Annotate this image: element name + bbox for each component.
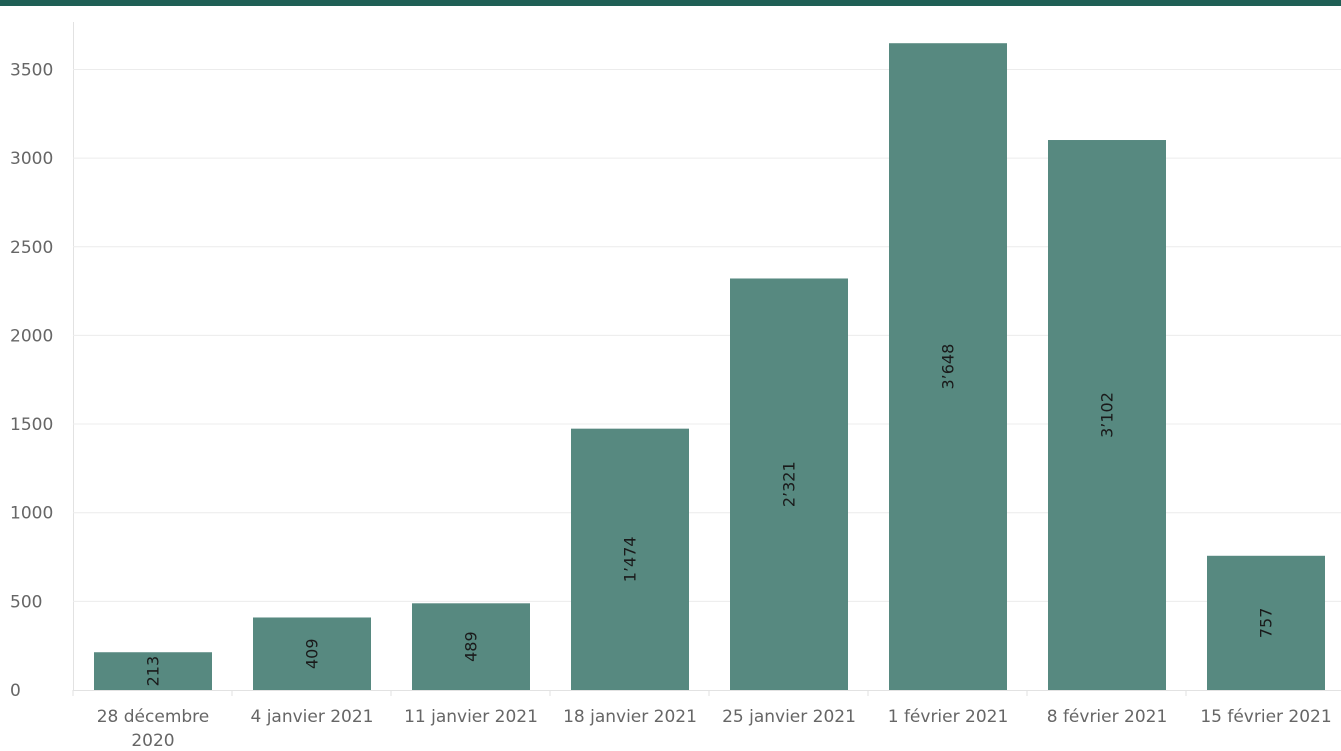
- y-tick-label: 1000: [10, 504, 53, 524]
- bar: [1048, 140, 1166, 691]
- bar: [571, 428, 689, 690]
- bar: [889, 43, 1007, 691]
- bar: [412, 603, 530, 690]
- bars: 213 409 489 1’474 2’321 3’648 3’102 757: [94, 43, 1325, 691]
- data-label: 213: [144, 656, 163, 687]
- data-label: 3’102: [1098, 392, 1117, 438]
- x-tick-label: 15 février 2021: [1200, 707, 1331, 727]
- x-tick-label: 28 décembre 2020: [97, 707, 210, 751]
- x-tick-label: 11 janvier 2021: [404, 707, 538, 727]
- data-label: 1’474: [621, 536, 640, 582]
- data-label: 2’321: [780, 461, 799, 507]
- x-tick-label: 25 janvier 2021: [722, 707, 856, 727]
- bar: [94, 652, 212, 690]
- y-axis-ticks: 0 500 1000 1500 2000 2500 3000 3500: [10, 60, 53, 701]
- y-tick-label: 1500: [10, 415, 53, 435]
- y-tick-label: 2000: [10, 326, 53, 346]
- data-label: 409: [303, 638, 322, 669]
- y-tick-label: 500: [10, 592, 42, 612]
- bar: [730, 278, 848, 690]
- x-tick-label: 18 janvier 2021: [563, 707, 697, 727]
- data-label: 489: [462, 631, 481, 662]
- bar: [1207, 555, 1325, 690]
- x-axis-ticks: 28 décembre 2020 4 janvier 2021 11 janvier …: [72, 690, 1332, 751]
- top-band: [0, 0, 1341, 6]
- bar: [253, 617, 371, 690]
- data-label: 3’648: [939, 344, 958, 390]
- x-tick-label: 1 février 2021: [888, 707, 1009, 727]
- x-tick-label: 8 février 2021: [1047, 707, 1168, 727]
- x-tick-label: 4 janvier 2021: [250, 707, 373, 727]
- y-tick-label: 3000: [10, 149, 53, 169]
- data-label: 757: [1257, 608, 1276, 639]
- y-tick-label: 2500: [10, 238, 53, 258]
- y-tick-label: 0: [10, 681, 21, 701]
- y-tick-label: 3500: [10, 60, 53, 80]
